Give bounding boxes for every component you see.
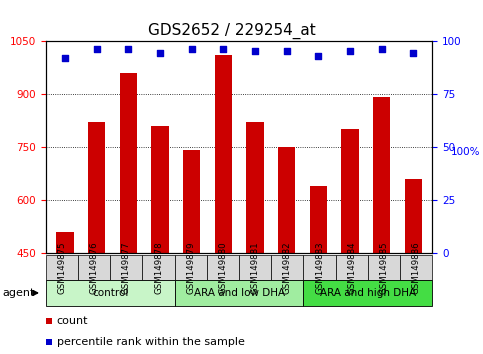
Point (314, 53, 322, 58)
Point (251, 48, 259, 54)
Point (346, 48, 354, 54)
Bar (214, 55, 232, 253)
Text: GSM149886: GSM149886 (412, 241, 421, 293)
Text: GDS2652 / 229254_at: GDS2652 / 229254_at (148, 23, 316, 39)
Text: percentile rank within the sample: percentile rank within the sample (57, 337, 244, 347)
Point (93, 46, 100, 52)
Bar (119, 73, 137, 253)
Bar (341, 129, 359, 253)
Bar (310, 186, 327, 253)
Text: GSM149881: GSM149881 (251, 241, 260, 293)
Text: GSM149876: GSM149876 (90, 241, 99, 293)
Point (124, 46, 132, 52)
Point (156, 51, 164, 56)
Text: GSM149883: GSM149883 (315, 241, 324, 293)
Point (188, 46, 196, 52)
Text: GSM149880: GSM149880 (218, 241, 227, 293)
Bar (88, 122, 105, 253)
Text: GSM149878: GSM149878 (154, 241, 163, 293)
Text: GSM149877: GSM149877 (122, 241, 131, 293)
Text: GSM149884: GSM149884 (347, 241, 356, 293)
Text: count: count (57, 316, 88, 326)
Text: ARA and low DHA: ARA and low DHA (194, 288, 284, 298)
Point (283, 48, 290, 54)
Bar (151, 126, 169, 253)
Point (61, 55, 69, 61)
Bar (405, 179, 422, 253)
Text: GSM149882: GSM149882 (283, 241, 292, 293)
Text: GSM149879: GSM149879 (186, 241, 195, 293)
Bar (246, 122, 264, 253)
Bar (278, 147, 295, 253)
Y-axis label: 100%: 100% (451, 147, 481, 157)
Point (410, 51, 417, 56)
Text: control: control (92, 288, 128, 298)
Text: GSM149875: GSM149875 (57, 241, 67, 293)
Bar (373, 97, 390, 253)
Point (219, 46, 227, 52)
Text: ARA and high DHA: ARA and high DHA (320, 288, 416, 298)
Bar (56, 232, 73, 253)
Text: GSM149885: GSM149885 (380, 241, 388, 293)
Bar (183, 150, 200, 253)
Point (378, 46, 385, 52)
Text: agent: agent (2, 288, 35, 298)
